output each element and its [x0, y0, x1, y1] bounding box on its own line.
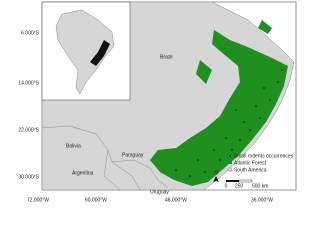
country-label: Paraguay: [122, 152, 144, 158]
legend-swatch: [227, 167, 233, 172]
atlantic-forest: [150, 30, 288, 186]
lon-label: 48.000°W: [165, 197, 187, 203]
scale-bar: [238, 179, 253, 183]
lat-label: 6.000°S: [21, 30, 40, 36]
scale-label: 250: [235, 183, 244, 189]
north-arrow: [213, 176, 219, 182]
legend-label: Small rodents occurrences: [234, 153, 294, 159]
scale-label: 0: [225, 183, 228, 189]
lat-label: 22.000°S: [18, 127, 39, 133]
lon-label: 60.000°W: [85, 197, 107, 203]
country-label: Uruguay: [150, 189, 169, 195]
country-label: Argentina: [72, 170, 94, 176]
lat-label: 30.000°S: [18, 174, 39, 180]
scale-label: 500 km: [252, 183, 268, 189]
lon-label: 36.000°W: [251, 197, 273, 203]
legend-swatch: [228, 161, 232, 164]
legend-dot: [229, 155, 231, 157]
legend-label: South America: [234, 167, 267, 173]
atlantic-forest: [196, 20, 272, 84]
country-label: Bolivia: [66, 143, 81, 149]
occurrence-points: [175, 69, 283, 177]
inset-continent: [55, 9, 115, 95]
scale-bar: [226, 180, 239, 182]
map: Brazil Bolivia Paraguay Argentina Urugua…: [18, 1, 297, 203]
lat-label: 14.000°S: [18, 80, 39, 86]
country-label: Brazil: [160, 54, 173, 60]
inset-forest: [90, 40, 110, 66]
north-label: N: [214, 170, 218, 176]
lon-label: 72.000°W: [27, 197, 49, 203]
country-borders: [41, 125, 169, 191]
legend-label: Atlantic Forest: [234, 160, 267, 166]
